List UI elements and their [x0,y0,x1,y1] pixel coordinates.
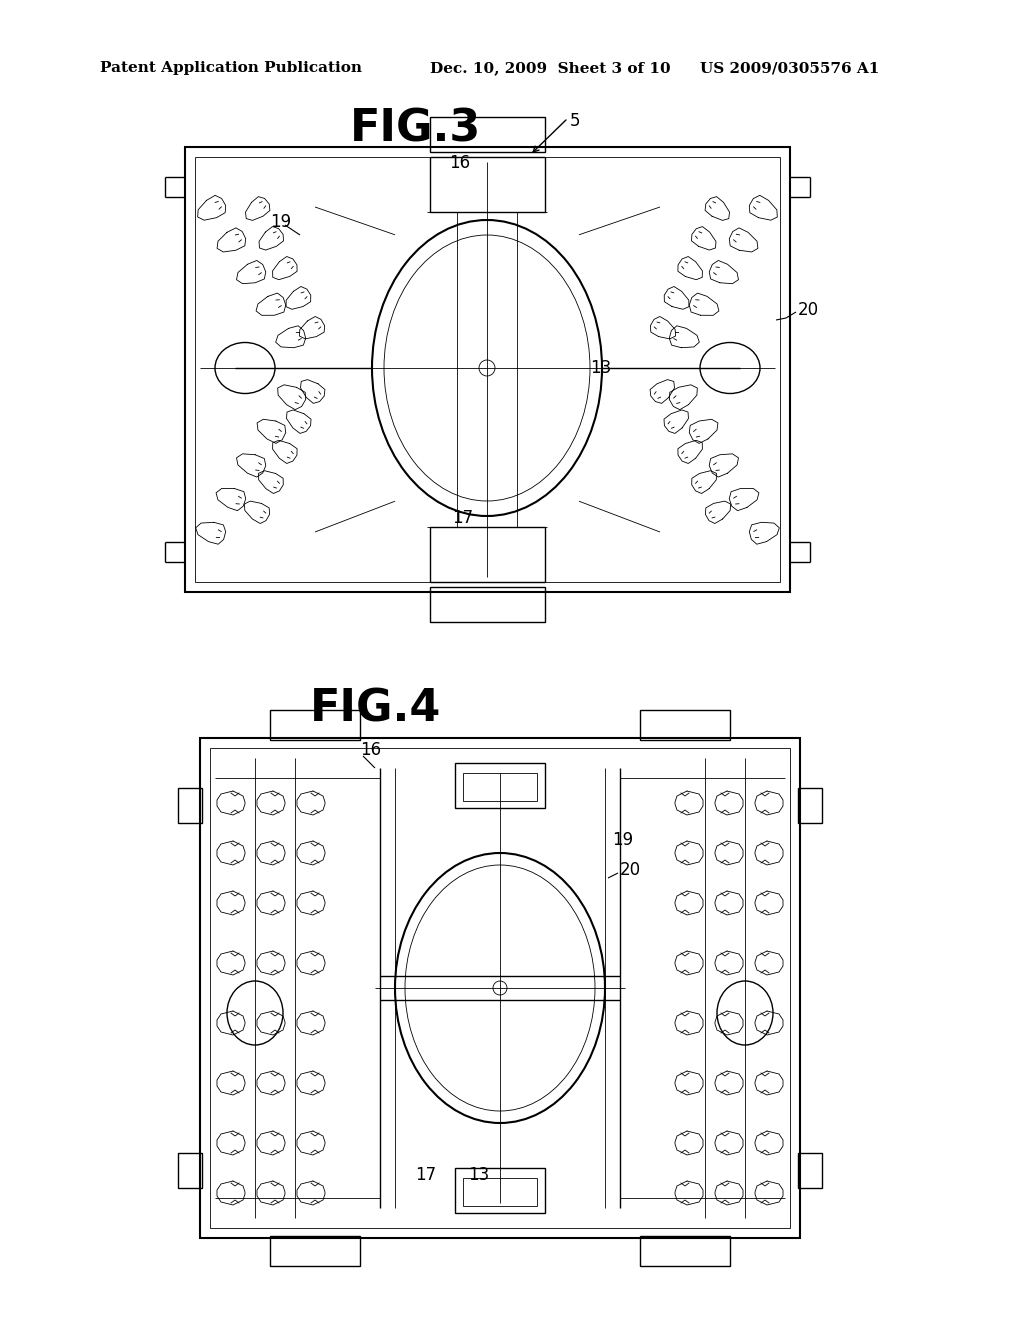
Bar [200,738,800,1238]
Text: 13: 13 [590,359,611,378]
Bar [210,748,790,1228]
Bar [640,710,730,741]
Text: Dec. 10, 2009  Sheet 3 of 10: Dec. 10, 2009 Sheet 3 of 10 [430,61,671,75]
Bar [455,1168,545,1213]
Bar [195,157,780,582]
Text: 20: 20 [620,861,641,879]
Text: 16: 16 [360,741,381,759]
Bar [798,1152,822,1188]
Bar [178,1152,202,1188]
Bar [270,1236,360,1266]
Bar [185,147,790,591]
Text: 17: 17 [415,1166,436,1184]
Bar [430,157,545,213]
Bar [455,763,545,808]
Text: 19: 19 [270,213,291,231]
Bar [640,1236,730,1266]
Bar [270,710,360,741]
Text: 16: 16 [449,154,470,172]
Text: 13: 13 [468,1166,489,1184]
Text: Patent Application Publication: Patent Application Publication [100,61,362,75]
Text: FIG.4: FIG.4 [310,688,441,731]
Text: 5: 5 [570,112,581,129]
Text: 20: 20 [798,301,819,319]
Text: FIG.3: FIG.3 [350,108,481,150]
Text: US 2009/0305576 A1: US 2009/0305576 A1 [700,61,880,75]
Bar [463,774,537,801]
Bar [430,527,545,582]
Bar [430,117,545,152]
Text: 17: 17 [452,510,473,527]
Bar [798,788,822,822]
Text: 19: 19 [612,832,633,849]
Bar [430,587,545,622]
Bar [178,788,202,822]
Bar [463,1177,537,1206]
